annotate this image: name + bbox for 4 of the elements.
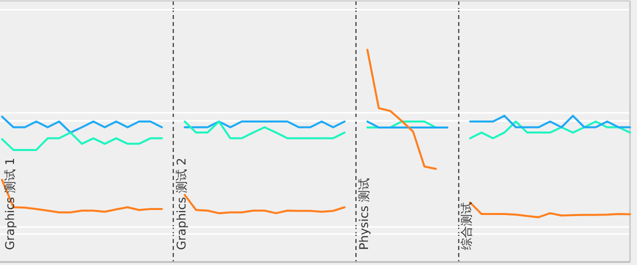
annotation: Graphics 测试 2 bbox=[174, 158, 188, 250]
annotation: Graphics 测试 1 bbox=[3, 158, 17, 250]
annotation: 综合测试 bbox=[460, 202, 474, 250]
annotation: Physics 测试 bbox=[356, 178, 371, 250]
